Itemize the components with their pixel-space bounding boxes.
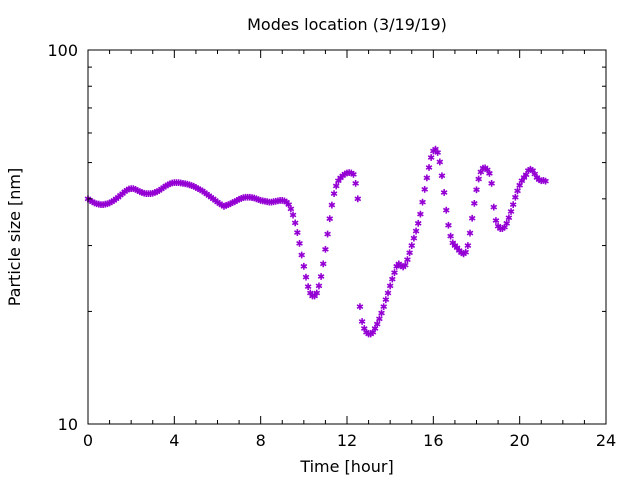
data-point bbox=[419, 198, 426, 206]
data-point bbox=[291, 219, 299, 227]
data-point bbox=[326, 215, 334, 223]
data-point bbox=[414, 219, 422, 227]
data-point bbox=[542, 177, 549, 185]
data-point bbox=[356, 303, 364, 311]
axes-ticks bbox=[87, 49, 607, 425]
data-point bbox=[315, 282, 323, 290]
data-point bbox=[300, 262, 308, 270]
data-point bbox=[289, 211, 297, 219]
data-point bbox=[401, 261, 409, 269]
data-point bbox=[425, 164, 433, 171]
data-point bbox=[503, 219, 511, 227]
data-point bbox=[492, 217, 500, 224]
data-point bbox=[304, 283, 312, 291]
plot-border bbox=[87, 49, 607, 425]
data-point bbox=[388, 275, 396, 283]
data-point bbox=[470, 199, 478, 207]
data-point bbox=[373, 320, 381, 328]
data-point bbox=[445, 221, 452, 229]
data-point bbox=[322, 245, 329, 253]
x-tick-label: 16 bbox=[423, 431, 443, 450]
data-point bbox=[352, 179, 359, 187]
data-point bbox=[475, 175, 483, 183]
data-point bbox=[410, 234, 418, 242]
data-point bbox=[440, 189, 448, 196]
data-point bbox=[302, 273, 310, 281]
data-point bbox=[376, 315, 383, 323]
data-point bbox=[421, 185, 429, 193]
data-point bbox=[404, 256, 411, 264]
marks-layer bbox=[85, 146, 549, 338]
chart-title: Modes location (3/19/19) bbox=[247, 15, 447, 34]
data-point bbox=[319, 260, 327, 268]
data-point bbox=[490, 203, 498, 211]
data-point bbox=[294, 229, 301, 236]
data-point bbox=[298, 251, 306, 259]
data-point bbox=[509, 201, 517, 209]
data-point bbox=[378, 309, 385, 317]
y-axis-title: Particle size [nm] bbox=[5, 168, 24, 307]
data-point bbox=[350, 170, 357, 178]
data-point bbox=[358, 318, 366, 325]
x-tick-label: 24 bbox=[596, 431, 616, 450]
data-point bbox=[287, 205, 295, 213]
data-point bbox=[408, 242, 416, 249]
data-point bbox=[462, 248, 470, 256]
data-point bbox=[427, 154, 435, 161]
data-point bbox=[464, 242, 472, 249]
data-point bbox=[486, 169, 493, 177]
data-point bbox=[384, 289, 392, 297]
data-point bbox=[296, 240, 303, 247]
x-tick-label: 12 bbox=[337, 431, 357, 450]
data-point bbox=[412, 227, 420, 235]
data-point bbox=[447, 232, 454, 240]
data-point bbox=[514, 187, 521, 195]
data-point bbox=[330, 190, 338, 198]
data-point bbox=[386, 282, 394, 290]
data-point bbox=[507, 208, 515, 215]
data-point bbox=[473, 186, 480, 194]
data-point bbox=[442, 206, 450, 214]
data-point bbox=[438, 172, 446, 180]
data-point bbox=[324, 230, 331, 238]
data-point bbox=[332, 182, 340, 190]
data-point bbox=[406, 249, 413, 257]
data-point bbox=[417, 210, 424, 218]
x-tick-label: 8 bbox=[256, 431, 266, 450]
data-point bbox=[382, 296, 390, 304]
data-point bbox=[468, 214, 476, 222]
y-tick-label-10: 10 bbox=[58, 415, 78, 434]
data-point bbox=[354, 195, 362, 203]
data-point bbox=[512, 193, 519, 201]
data-point bbox=[505, 214, 513, 222]
data-point bbox=[434, 149, 441, 156]
data-point bbox=[423, 174, 431, 182]
x-tick-label: 0 bbox=[83, 431, 93, 450]
data-point bbox=[317, 273, 325, 280]
y-tick-label-100: 100 bbox=[47, 41, 78, 60]
x-tick-labels: 0 4 8 12 16 20 24 bbox=[83, 431, 616, 450]
data-point bbox=[328, 201, 336, 209]
data-point bbox=[488, 179, 495, 187]
data-point bbox=[436, 158, 444, 166]
x-axis-title: Time [hour] bbox=[299, 457, 393, 476]
data-point bbox=[466, 229, 474, 237]
data-point bbox=[391, 269, 398, 276]
data-point bbox=[380, 303, 388, 311]
x-tick-label: 4 bbox=[169, 431, 179, 450]
data-point bbox=[313, 289, 321, 297]
x-tick-label: 20 bbox=[509, 431, 529, 450]
